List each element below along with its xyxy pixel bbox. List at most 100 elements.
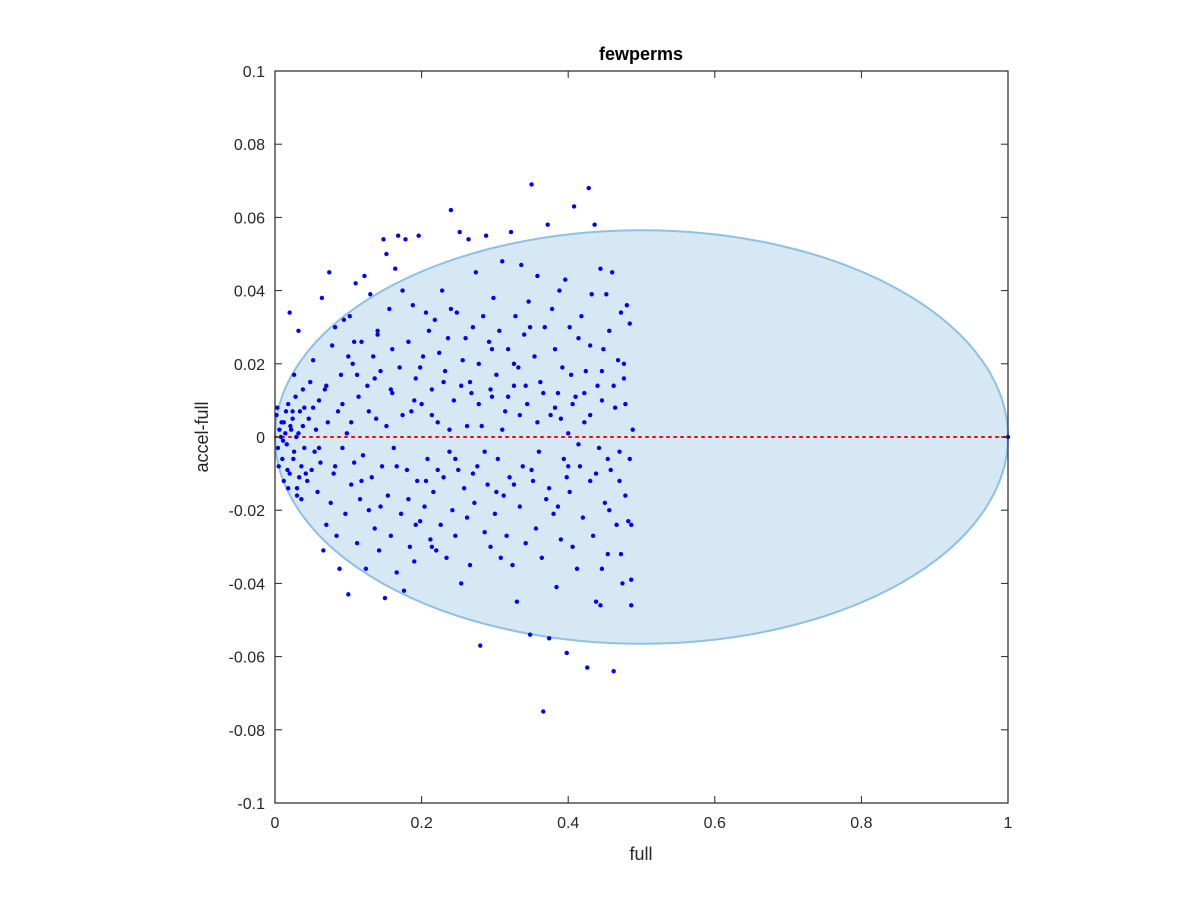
data-point [593,471,599,476]
data-point [555,390,561,396]
data-point [623,401,628,407]
data-point [582,420,587,425]
data-point [423,478,429,484]
data-point [469,390,474,396]
data-point [545,222,550,227]
data-point [495,456,501,462]
data-point [315,489,320,495]
data-point [614,522,619,528]
data-point [467,562,473,568]
data-point [325,420,330,425]
data-point [340,445,345,451]
data-point [384,251,389,257]
data-point [415,478,420,484]
data-point [417,518,423,524]
data-point [479,423,484,429]
data-point [623,493,628,498]
data-point [388,533,394,539]
data-point [394,464,399,469]
data-point [412,559,417,564]
data-point [366,409,372,414]
data-point [334,533,339,539]
data-point [554,584,559,590]
data-point [299,497,304,502]
data-point [294,493,300,498]
data-point [485,482,490,487]
data-point [621,376,627,381]
data-point [291,449,297,454]
tick-labels: 0 0.2 0.4 0.6 0.8 1 -0.1 -0.08 -0.06 -0.04 -0.02 0 0… [229,64,1013,832]
data-point [576,442,581,447]
data-point [382,595,388,601]
data-point [444,555,449,560]
data-point [340,401,345,407]
data-point [362,273,367,279]
data-point [388,387,394,392]
data-point [310,405,316,410]
data-point [615,357,621,363]
data-point [328,500,333,506]
data-point [520,464,525,469]
data-point [448,207,454,213]
data-point [277,427,282,432]
data-point [595,383,600,388]
data-point [451,398,457,403]
data-point [429,544,435,549]
data-point [441,379,446,385]
data-point [354,540,360,546]
data-point [299,464,304,469]
data-point [332,464,338,469]
data-point [407,544,413,549]
data-point [344,431,350,436]
data-point [464,423,470,429]
data-point [335,409,341,414]
data-point [501,493,506,498]
data-point [296,431,301,436]
data-point [546,486,552,491]
data-point [568,372,574,377]
points-layer [274,182,1011,714]
data-point [387,306,392,312]
data-point [353,281,358,286]
data-point [338,372,344,377]
data-point [458,581,464,586]
data-point [470,325,476,330]
x-tick-label: 1 [1004,815,1013,832]
data-point [439,288,445,293]
data-point [359,339,364,345]
data-point [583,368,588,374]
data-point [435,467,440,473]
data-point [321,548,326,553]
y-tick-label: -0.08 [229,723,266,740]
data-point [549,306,555,312]
data-point [288,427,294,432]
data-point [369,475,374,480]
data-point [305,478,310,484]
data-point [488,387,493,392]
data-point [476,361,481,366]
data-point [309,467,314,473]
data-point [552,346,558,352]
data-point [497,328,502,334]
data-point [524,401,530,407]
data-point [579,314,584,319]
data-point [312,449,317,454]
data-point [413,376,418,381]
data-point [587,478,593,484]
data-point [482,529,487,535]
data-point [529,467,534,473]
data-point [406,339,411,345]
data-point [291,372,297,377]
data-point [561,456,567,462]
data-point [599,398,605,403]
data-point [502,409,508,414]
data-point [351,339,357,345]
data-point [287,310,292,315]
data-point [300,387,306,392]
data-point [587,343,593,348]
data-point [601,346,606,352]
data-point [297,409,303,414]
data-point [494,489,499,495]
data-point [343,511,348,517]
data-point [302,405,307,410]
